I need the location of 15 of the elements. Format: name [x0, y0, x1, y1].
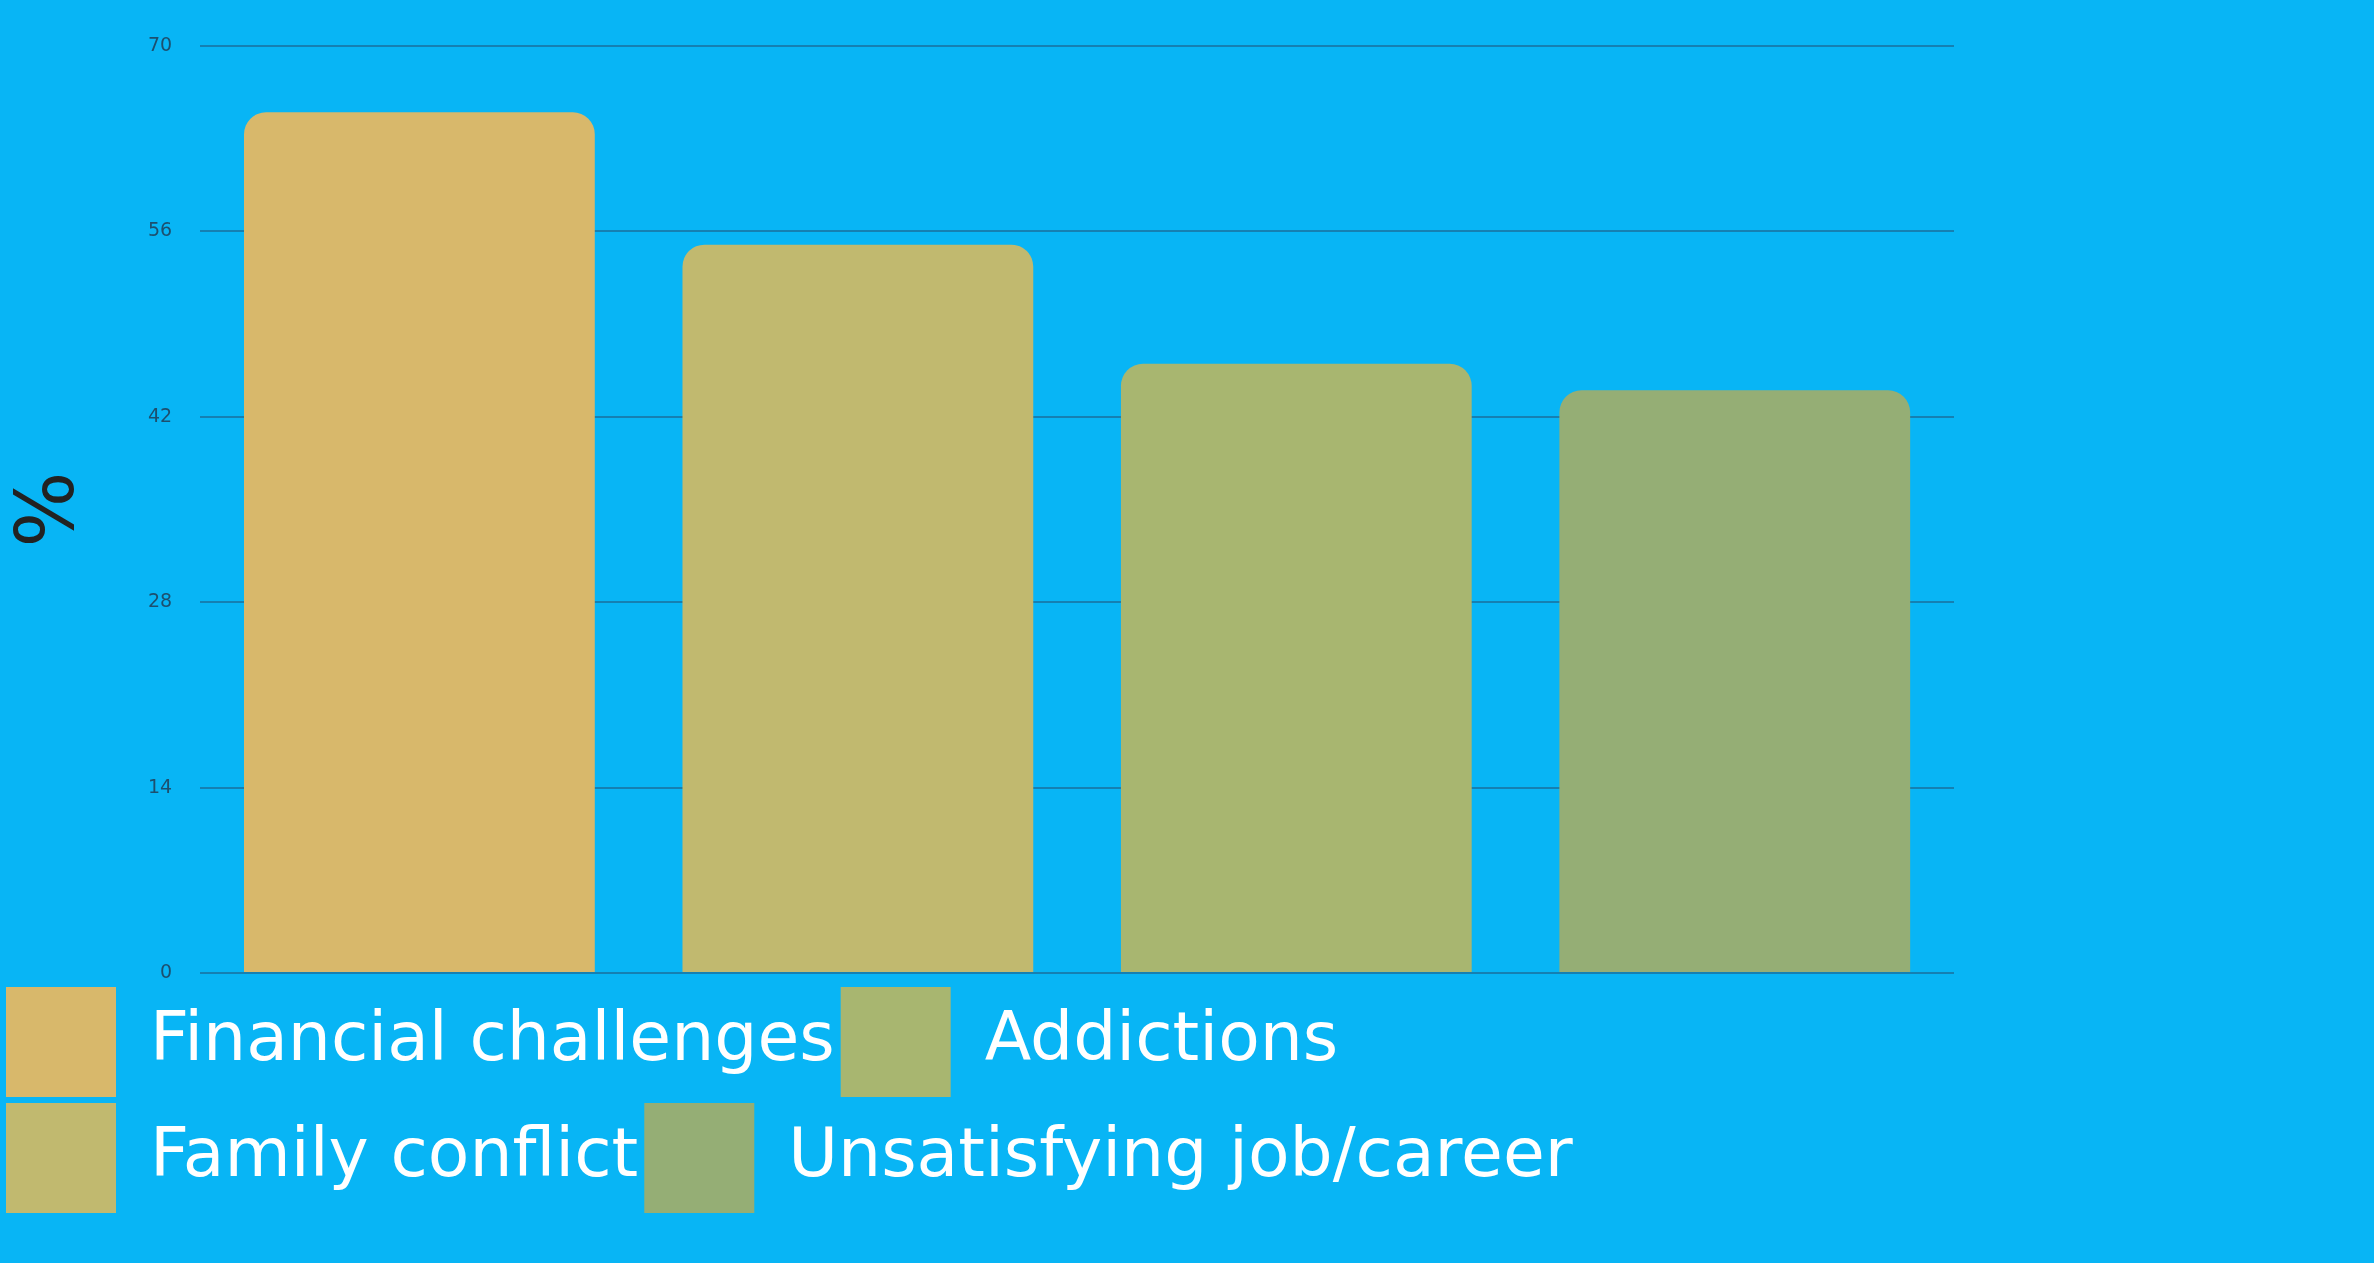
bar	[1559, 390, 1911, 972]
y-tick-label: 70	[147, 32, 173, 55]
y-tick-label: 42	[147, 403, 173, 426]
legend-label: Unsatisfying job/career	[788, 1112, 1573, 1192]
legend-label: Addictions	[984, 996, 1339, 1076]
y-axis-title: %	[0, 471, 92, 548]
bar	[1120, 363, 1472, 972]
bar	[244, 112, 595, 972]
y-tick-label: 0	[160, 959, 173, 982]
y-tick-label: 14	[147, 774, 173, 797]
y-tick-label: 28	[147, 589, 173, 612]
legend-label: Financial challenges	[150, 996, 835, 1076]
legend-label: Family conflict	[150, 1112, 639, 1192]
bar	[682, 244, 1034, 972]
y-tick-label: 56	[147, 218, 173, 241]
